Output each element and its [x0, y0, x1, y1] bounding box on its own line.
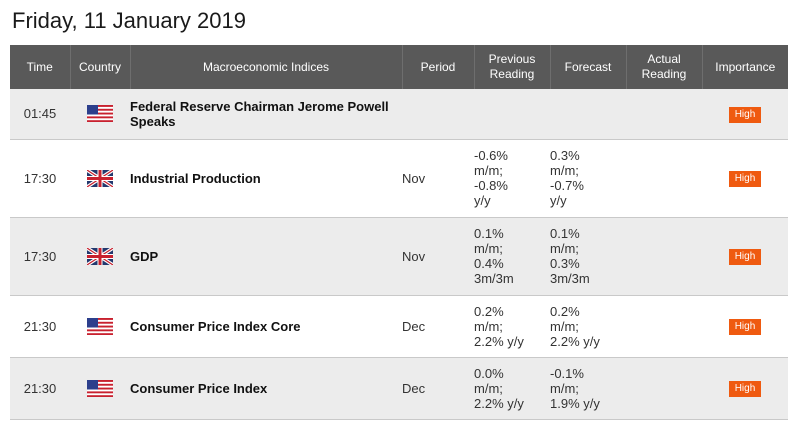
forecast-cell: 0.2% m/m; 2.2% y/y — [550, 295, 626, 358]
table-row[interactable]: 17:30 Industrial Production Nov -0.6% m/… — [10, 139, 788, 218]
us-flag-icon — [87, 379, 113, 397]
actual-cell — [626, 139, 702, 218]
importance-badge: High — [728, 381, 762, 397]
previous-cell — [474, 89, 550, 140]
previous-cell: 0.2% m/m; 2.2% y/y — [474, 295, 550, 358]
event-cell[interactable]: Industrial Production — [130, 139, 402, 218]
country-cell — [70, 139, 130, 218]
importance-badge: High — [728, 249, 762, 265]
actual-cell — [626, 295, 702, 358]
period-cell: Nov — [402, 139, 474, 218]
period-cell: Dec — [402, 357, 474, 420]
importance-badge: High — [728, 106, 762, 123]
country-cell — [70, 357, 130, 420]
time-cell: 21:30 — [10, 357, 70, 420]
importance-cell: High — [702, 89, 788, 140]
importance-cell: High — [702, 357, 788, 420]
country-cell — [70, 217, 130, 296]
uk-flag-icon — [87, 247, 113, 265]
economic-calendar-table: Time Country Macroeconomic Indices Perio… — [10, 45, 788, 420]
time-cell: 21:30 — [10, 295, 70, 358]
table-row[interactable]: 21:30 Consumer Price Index Core Dec 0.2%… — [10, 295, 788, 358]
actual-cell — [626, 217, 702, 296]
uk-flag-icon — [87, 169, 113, 187]
forecast-cell: -0.1% m/m; 1.9% y/y — [550, 357, 626, 420]
table-row[interactable]: 01:45 Federal Reserve Chairman Jerome Po… — [10, 89, 788, 140]
importance-cell: High — [702, 217, 788, 296]
table-row[interactable]: 17:30 GDP Nov 0.1% m/m; 0.4% 3m/3m 0.1% … — [10, 217, 788, 296]
forecast-cell — [550, 89, 626, 140]
time-cell: 17:30 — [10, 217, 70, 296]
table-header: Time Country Macroeconomic Indices Perio… — [10, 45, 788, 89]
event-cell[interactable]: GDP — [130, 217, 402, 296]
country-cell — [70, 295, 130, 358]
importance-badge: High — [728, 319, 762, 335]
time-cell: 17:30 — [10, 139, 70, 218]
previous-cell: -0.6% m/m; -0.8% y/y — [474, 139, 550, 218]
importance-cell: High — [702, 295, 788, 358]
period-cell: Dec — [402, 295, 474, 358]
page-title: Friday, 11 January 2019 — [12, 8, 246, 33]
previous-cell: 0.0% m/m; 2.2% y/y — [474, 357, 550, 420]
forecast-cell: 0.3% m/m; -0.7% y/y — [550, 139, 626, 218]
col-header-event[interactable]: Macroeconomic Indices — [130, 45, 403, 89]
actual-cell — [626, 357, 702, 420]
col-header-forecast[interactable]: Forecast — [550, 45, 627, 89]
event-cell[interactable]: Consumer Price Index — [130, 357, 402, 420]
time-cell: 01:45 — [10, 89, 70, 140]
previous-cell: 0.1% m/m; 0.4% 3m/3m — [474, 217, 550, 296]
table-row[interactable]: 21:30 Consumer Price Index Dec 0.0% m/m;… — [10, 357, 788, 420]
event-cell[interactable]: Consumer Price Index Core — [130, 295, 402, 358]
col-header-actual[interactable]: Actual Reading — [626, 45, 703, 89]
country-cell — [70, 89, 130, 140]
col-header-previous[interactable]: Previous Reading — [474, 45, 551, 89]
forecast-cell: 0.1% m/m; 0.3% 3m/3m — [550, 217, 626, 296]
importance-cell: High — [702, 139, 788, 218]
period-cell — [402, 89, 474, 140]
col-header-importance[interactable]: Importance — [702, 45, 788, 89]
importance-badge: High — [728, 171, 762, 187]
col-header-country[interactable]: Country — [70, 45, 131, 89]
actual-cell — [626, 89, 702, 140]
us-flag-icon — [87, 105, 113, 123]
col-header-period[interactable]: Period — [402, 45, 475, 89]
period-cell: Nov — [402, 217, 474, 296]
event-cell[interactable]: Federal Reserve Chairman Jerome Powell S… — [130, 89, 402, 140]
col-header-time[interactable]: Time — [10, 45, 71, 89]
us-flag-icon — [87, 317, 113, 335]
